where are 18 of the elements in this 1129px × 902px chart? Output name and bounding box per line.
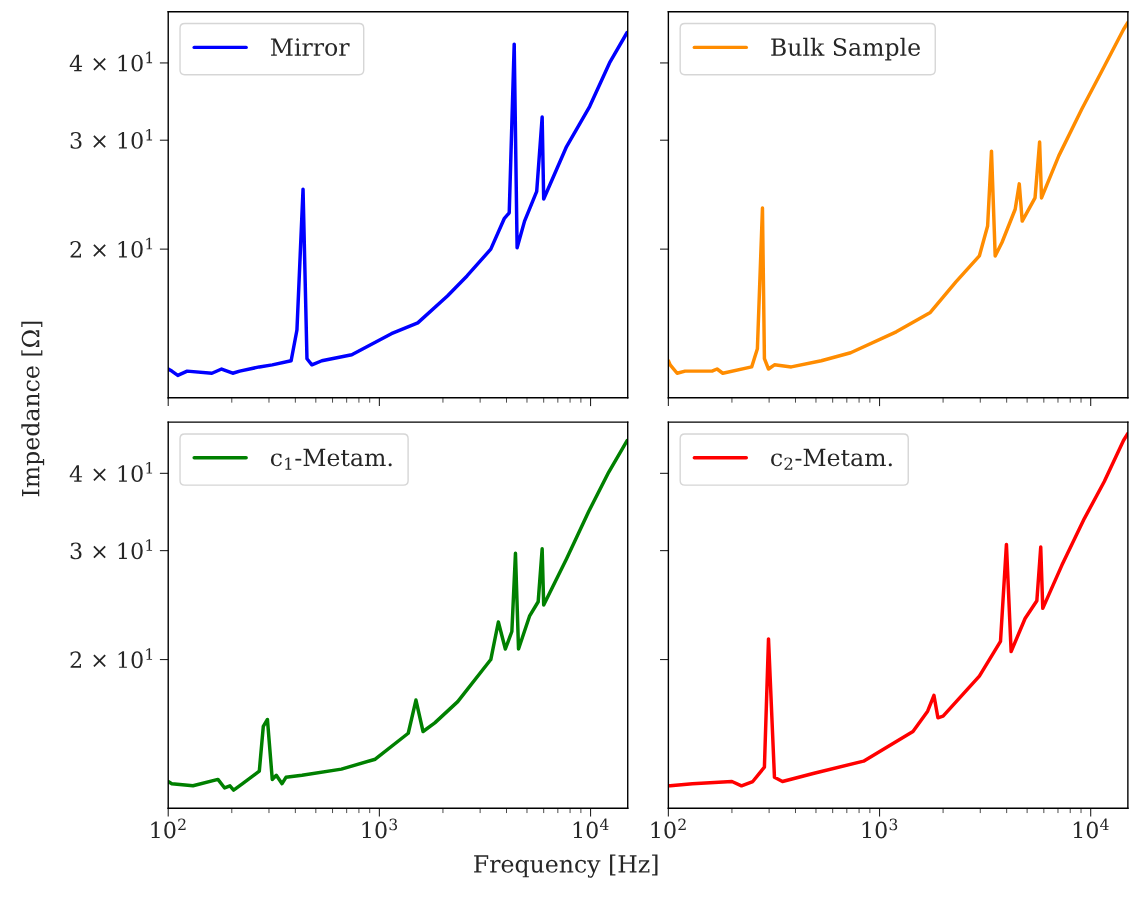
legend-label: Mirror [270, 38, 350, 56]
y-tick-label: 2 × 10$^{1}$ [70, 648, 153, 669]
x-tick-label: 10$^{4}$ [1073, 818, 1109, 839]
x-tick-label: 10$^{2}$ [151, 818, 186, 839]
legend-label: c$_{1}$-Metam. [270, 448, 392, 470]
legend-label: Bulk Sample [771, 37, 920, 61]
y-tick-label: 4 × 10$^{1}$ [69, 51, 153, 72]
x-tick-label: 10$^{3}$ [362, 818, 398, 839]
x-tick-label: 10$^{4}$ [573, 818, 609, 839]
y-tick-label: 3 × 10$^{1}$ [70, 128, 153, 149]
x-tick-label: 10$^{3}$ [862, 818, 898, 839]
y-tick-label: 3 × 10$^{1}$ [70, 539, 153, 560]
y-axis-title: Impedance [Ω] [21, 321, 45, 497]
x-tick-label: 10$^{2}$ [651, 818, 686, 839]
x-axis-title: Frequency [Hz] [474, 854, 658, 878]
y-tick-label: 2 × 10$^{1}$ [70, 237, 153, 258]
legend-label: c$_{2}$-Metam. [771, 448, 892, 470]
y-tick-label: 4 × 10$^{1}$ [69, 462, 153, 482]
